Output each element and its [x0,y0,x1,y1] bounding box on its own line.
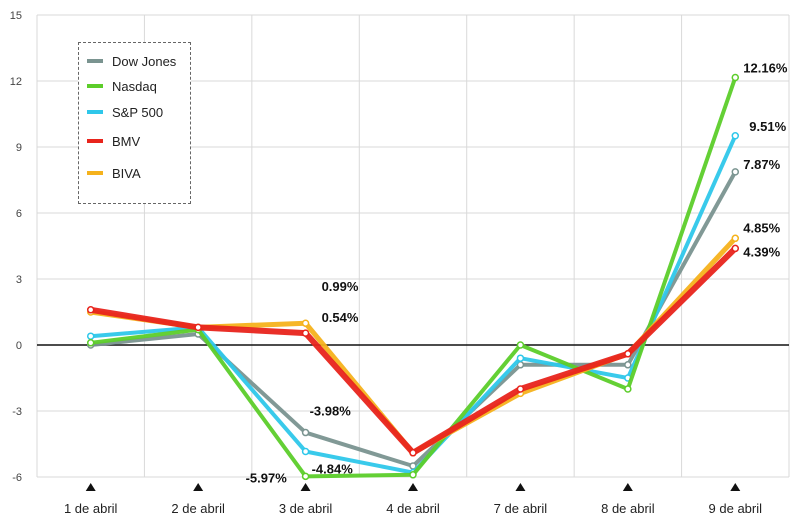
data-point-bmv [194,323,202,332]
data-label: 12.16% [743,60,788,75]
legend-item-sp500: S&P 500 [87,102,163,122]
data-point-s-p-500 [301,447,310,456]
y-tick-label: 0 [16,340,22,352]
y-tick-label: 3 [16,274,22,286]
data-point-biva [731,234,740,243]
data-point-s-p-500 [731,132,740,140]
data-label: 9.51% [749,119,786,134]
data-point-nasdaq [731,73,740,82]
data-point-dow-jones [624,361,632,369]
data-label: 4.85% [743,220,780,235]
data-label: -4.84% [312,461,354,476]
data-label: 4.39% [743,244,780,259]
data-point-dow-jones [731,168,740,176]
data-point-s-p-500 [516,354,525,362]
data-point-bmv [409,449,417,457]
y-tick-label: 6 [16,208,22,220]
legend-label-biva: BIVA [112,165,141,181]
chart-legend: Dow Jones Nasdaq S&P 500 BMV BIVA [78,42,191,204]
x-tick-marker [300,483,311,491]
legend-swatch-sp500 [87,110,103,114]
data-point-dow-jones [301,428,310,437]
y-tick-label: 12 [10,76,22,88]
data-point-bmv [624,350,632,358]
x-tick-marker [193,483,204,491]
legend-swatch-biva [87,171,103,175]
data-label: 7.87% [743,157,780,172]
data-point-nasdaq [86,339,95,347]
x-tick-marker [730,483,741,491]
x-tick-label: 2 de abril [171,501,225,516]
x-tick-label: 3 de abril [279,501,333,516]
data-point-bmv [731,244,740,253]
legend-label-nasdaq: Nasdaq [112,78,157,94]
legend-swatch-dow-jones [87,59,103,63]
legend-swatch-nasdaq [87,84,103,88]
x-tick-label: 9 de abril [709,501,763,516]
legend-item-biva: BIVA [87,163,141,183]
legend-item-dow-jones: Dow Jones [87,51,176,71]
x-tick-marker [515,483,526,491]
data-point-nasdaq [409,471,417,479]
x-tick-label: 4 de abril [386,501,440,516]
y-tick-label: 15 [10,10,22,22]
x-tick-marker [622,483,633,491]
legend-swatch-bmv [87,139,103,143]
data-point-bmv [86,306,95,314]
legend-item-bmv: BMV [87,131,140,151]
data-label: -3.98% [310,404,352,419]
data-label: 0.99% [322,279,359,294]
legend-item-nasdaq: Nasdaq [87,76,157,96]
legend-label-dow-jones: Dow Jones [112,53,177,69]
series-line-dow-jones [88,169,738,468]
x-tick-marker [408,483,418,491]
data-point-nasdaq [516,341,525,349]
data-point-nasdaq [301,472,310,481]
x-tick-label: 7 de abril [494,501,548,516]
y-tick-label: 9 [16,142,22,154]
data-point-nasdaq [624,385,632,393]
data-point-bmv [301,329,310,337]
data-label: 0.54% [322,310,359,325]
y-tick-label: -3 [12,406,22,418]
data-point-biva [301,319,310,327]
x-tick-marker [85,483,96,491]
legend-label-bmv: BMV [112,133,141,149]
x-tick-label: 1 de abril [64,501,118,516]
x-tick-label: 8 de abril [601,501,655,516]
data-point-bmv [516,385,525,393]
y-tick-label: -6 [12,472,22,484]
legend-label-sp500: S&P 500 [112,104,164,120]
data-point-s-p-500 [86,332,95,340]
data-label: -5.97% [246,470,288,485]
